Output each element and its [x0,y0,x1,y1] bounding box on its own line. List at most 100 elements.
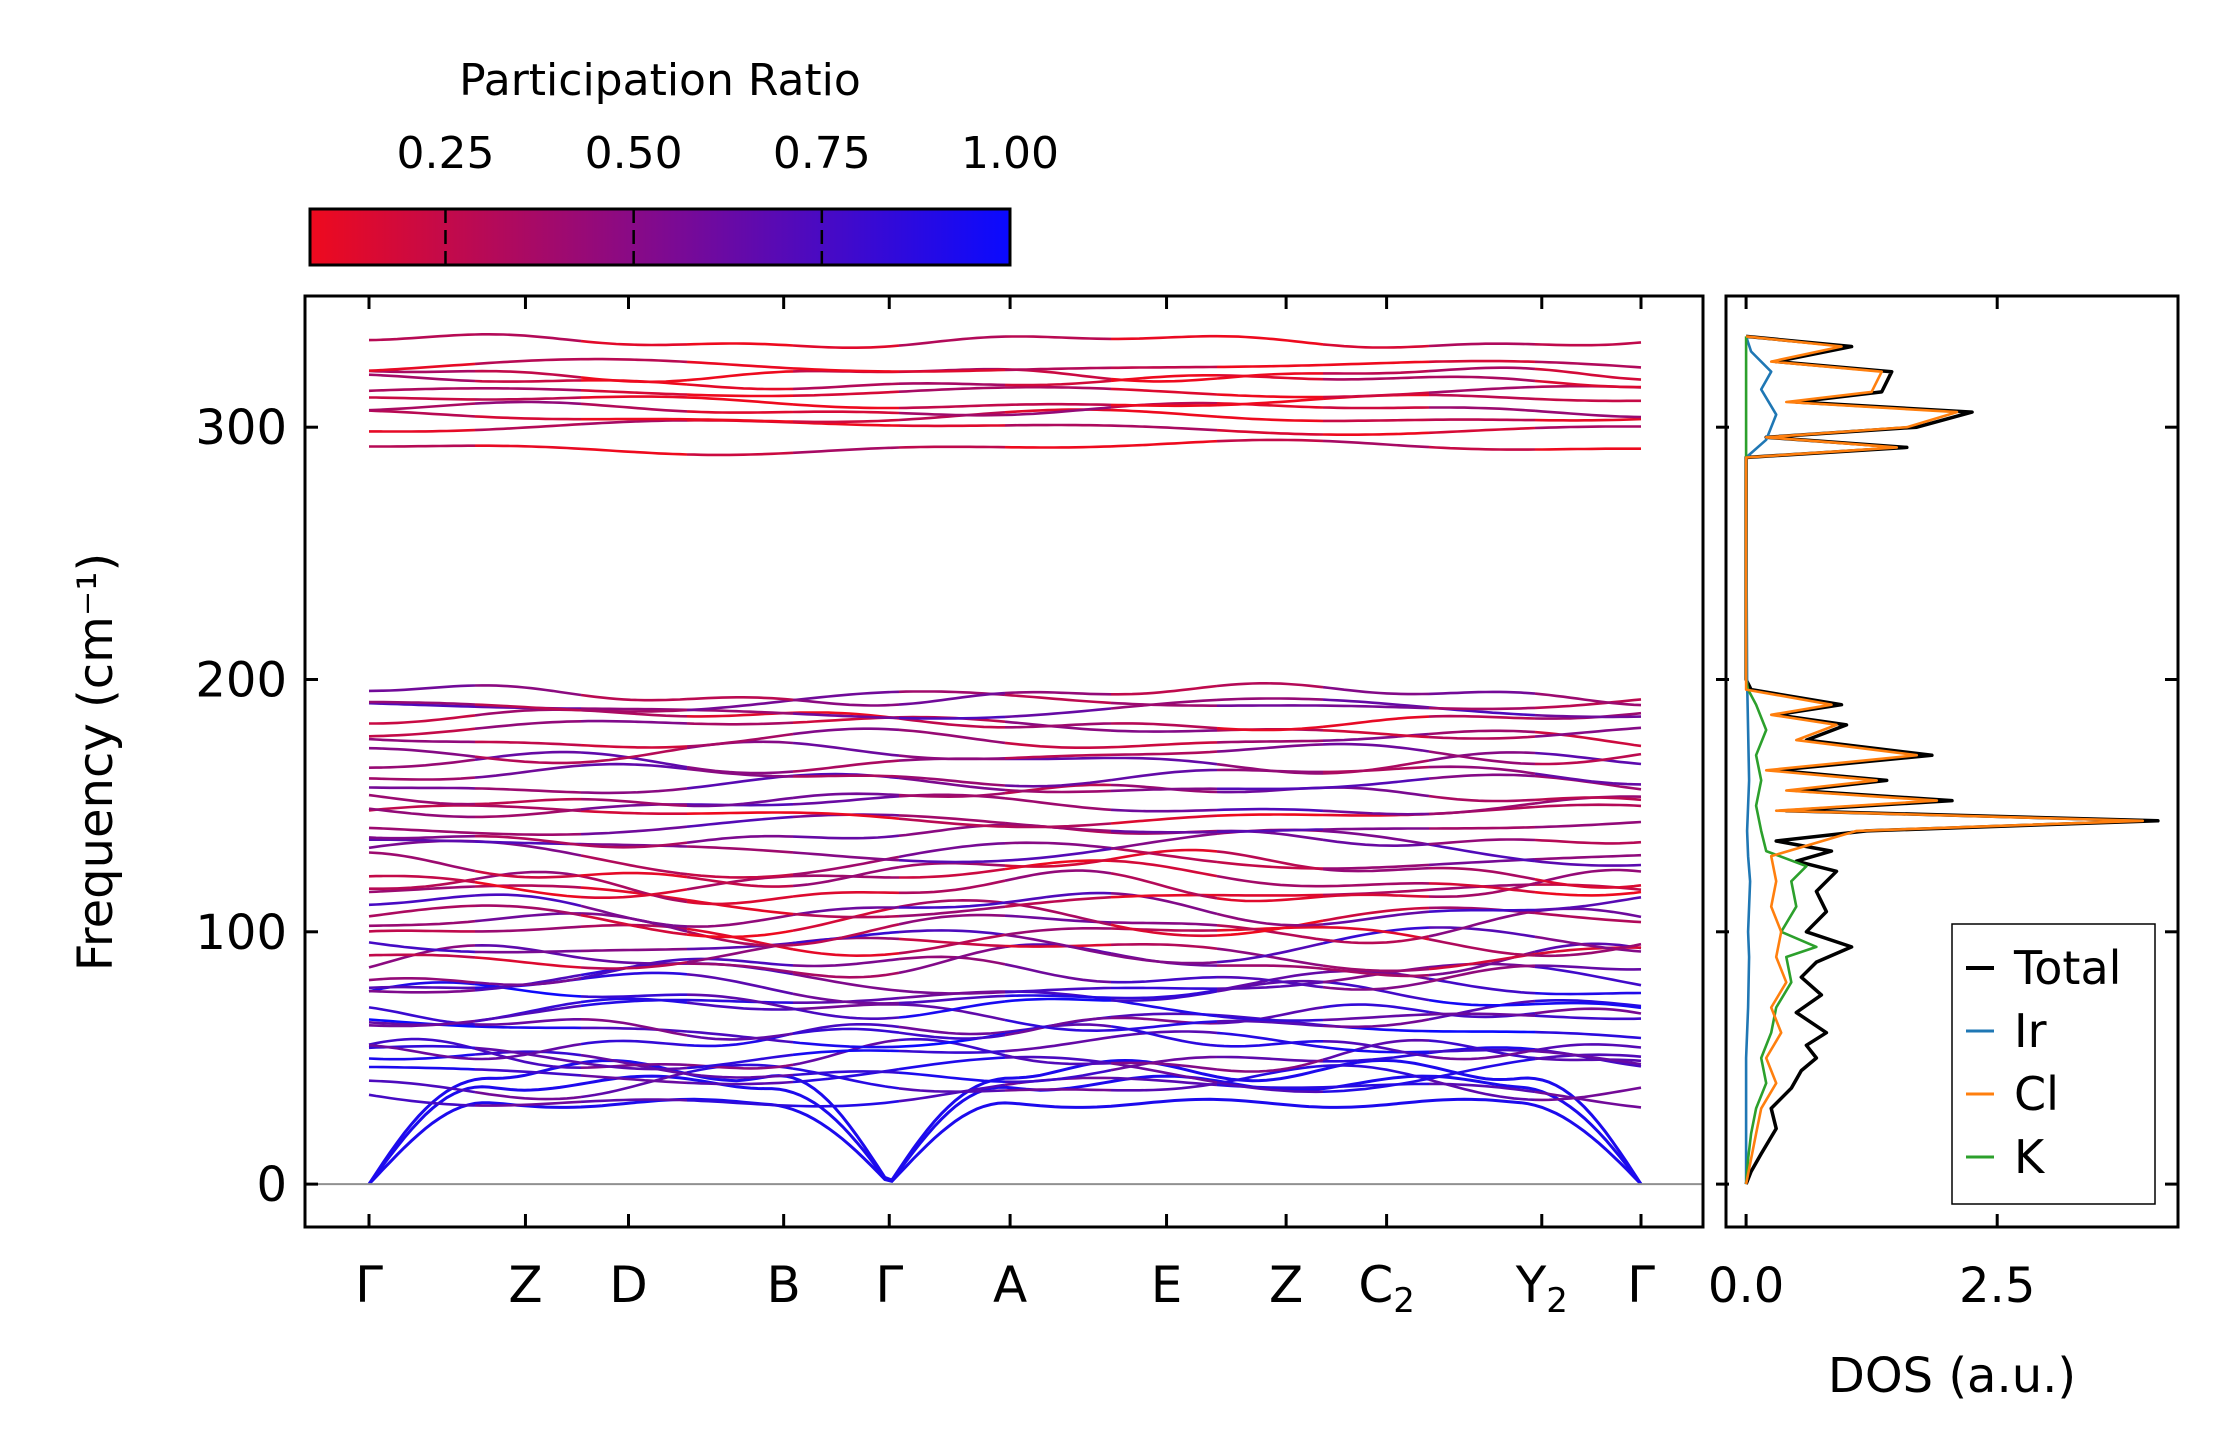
optical-branch [1110,923,1218,938]
optical-branch [580,958,688,980]
optical-branch [474,369,582,379]
optical-branch [1322,439,1430,449]
optical-branch [1110,953,1218,965]
optical-branch [580,693,688,702]
optical-branch [1004,707,1112,719]
optical-branch [1322,1003,1430,1014]
optical-branch [368,786,476,790]
acoustic-branch [367,1058,1643,1185]
optical-branch [898,411,1006,417]
optical-branch [368,851,476,873]
optical-branch [898,791,1006,799]
optical-branch [898,905,1006,918]
optical-branch [1428,910,1536,938]
optical-branch [369,700,476,706]
optical-branch [1110,439,1218,448]
optical-branch [1534,1049,1642,1066]
optical-branch [792,382,900,391]
optical-branch [368,373,476,383]
y-tick-label: 300 [195,400,287,456]
optical-branch [1110,1020,1218,1032]
optical-branch [792,834,900,840]
optical-branch [1428,1012,1536,1017]
optical-branch [1110,832,1218,851]
optical-branch [792,698,900,707]
band-y-ticks: 0 100 200 300 [195,400,1729,1213]
optical-branch [1322,809,1430,816]
optical-branch [1534,896,1642,912]
optical-branch [1534,803,1642,809]
optical-branch [369,396,475,401]
optical-branch [898,1083,1006,1103]
optical-branch [686,1080,794,1086]
optical-branch [898,445,1006,449]
optical-branch [1216,1031,1324,1049]
optical-branch [1110,403,1218,408]
optical-branch [369,838,476,843]
optical-branch [1004,690,1112,696]
optical-branch [368,776,476,781]
optical-branch [1534,341,1642,347]
optical-branch [792,970,900,979]
optical-branch [1322,1040,1430,1058]
x-tick-label: Γ [875,1256,903,1314]
optical-branch [1216,743,1324,753]
optical-branch [1428,1048,1536,1061]
optical-branch [474,684,582,697]
dos-series-ir [1744,335,1778,1185]
optical-branch [474,1025,582,1030]
optical-branch [581,357,688,364]
optical-branch [580,913,688,936]
dos-series-k [1744,336,1818,1185]
optical-branch [580,886,688,902]
dos-series-cl [1744,335,2145,1185]
optical-branch [1110,701,1217,707]
optical-branch [792,992,900,1005]
optical-branch [1004,1035,1112,1053]
optical-branch [1428,802,1536,816]
optical-branch [474,904,582,917]
optical-branch [686,962,794,974]
optical-branch [898,411,1006,422]
optical-branch [1322,964,1430,973]
optical-branch [1534,820,1642,829]
x-axis-label-dos: DOS (a.u.) [1828,1348,2076,1404]
optical-branch [792,1027,900,1035]
optical-branch [1534,942,1642,958]
optical-branch [1216,697,1324,702]
optical-branch [1004,1068,1112,1084]
optical-branch [1110,988,1218,1000]
optical-branch [1110,750,1218,757]
optical-branch [1004,379,1112,387]
optical-branch [1110,387,1218,396]
optical-branch [1216,813,1324,817]
optical-branch [1534,379,1641,389]
optical-branch [1428,690,1536,696]
optical-branch [1428,882,1536,898]
optical-branch [792,891,900,898]
optical-branch [792,923,900,947]
optical-branch [898,1071,1006,1083]
optical-branch [474,764,582,779]
optical-branch [368,758,476,769]
colorbar-ticks: 0.25 0.50 0.75 1.00 [396,128,1059,265]
optical-branch [580,874,688,904]
optical-branch [475,387,582,392]
optical-branch [792,811,900,820]
optical-branch [368,727,476,738]
optical-branch [1111,334,1217,341]
optical-branch [369,877,476,890]
optical-branch [1216,947,1324,967]
optical-branch [898,403,1006,410]
optical-branch [368,1037,476,1050]
optical-branch [898,754,1006,761]
optical-branch [1428,843,1536,863]
optical-branch [1217,786,1324,791]
optical-branch [898,776,1006,792]
optical-branch [1534,935,1642,953]
y-tick-label: 200 [195,653,287,709]
optical-branch [792,1099,900,1108]
acoustic-branch [367,1097,1643,1186]
x-tick-label: Γ [355,1256,383,1314]
